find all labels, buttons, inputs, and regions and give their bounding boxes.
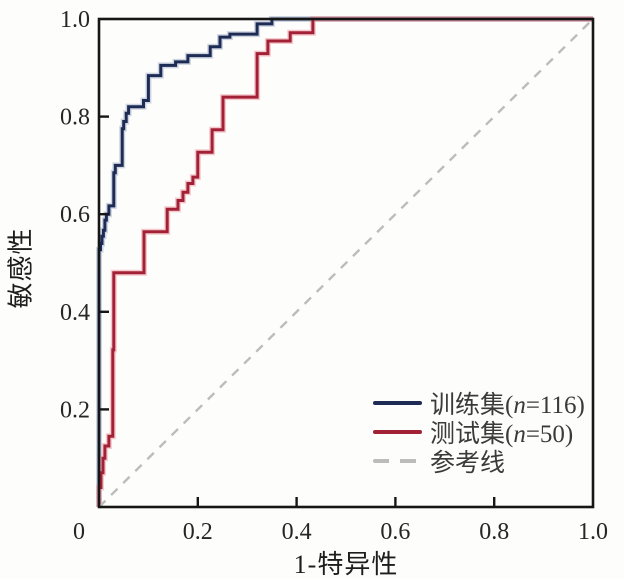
x-tick-label: 0.6: [380, 519, 410, 545]
legend-item-test: 测试集(n=50): [373, 417, 585, 448]
series-line-2: [98, 18, 594, 508]
plot-frame: [97, 17, 595, 509]
series-line-0: [97, 17, 593, 507]
y-tick-label: 0.2: [60, 397, 90, 423]
x-axis-title: 1-特异性: [293, 550, 399, 579]
y-tick-label: 0.6: [60, 202, 90, 228]
y-tick-label: 0.4: [60, 300, 90, 326]
y-tick-label: 1.0: [60, 7, 90, 33]
x-tick-label: 1.0: [578, 519, 608, 545]
legend-item-training: 训练集(n=116): [373, 388, 585, 419]
legend-item-reference: 参考线: [373, 446, 585, 477]
x-tick-label: 0: [73, 519, 85, 545]
x-tick-label: 0.2: [183, 519, 213, 545]
legend-label-training: 训练集(n=116): [430, 391, 585, 419]
y-tick-label: 0.8: [60, 105, 90, 131]
legend: 训练集(n=116) 测试集(n=50) 参考线: [373, 388, 585, 477]
test-line-swatch: [373, 429, 422, 434]
series-line-1: [97, 17, 593, 507]
legend-label-test: 测试集(n=50): [430, 420, 574, 448]
reference-line-swatch: [373, 458, 422, 463]
training-line-swatch: [373, 400, 422, 405]
x-tick-label: 0.8: [479, 519, 509, 545]
x-tick-label: 0.4: [282, 519, 312, 545]
y-axis-title: 敏感性: [6, 227, 36, 309]
legend-label-reference: 参考线: [430, 449, 506, 477]
